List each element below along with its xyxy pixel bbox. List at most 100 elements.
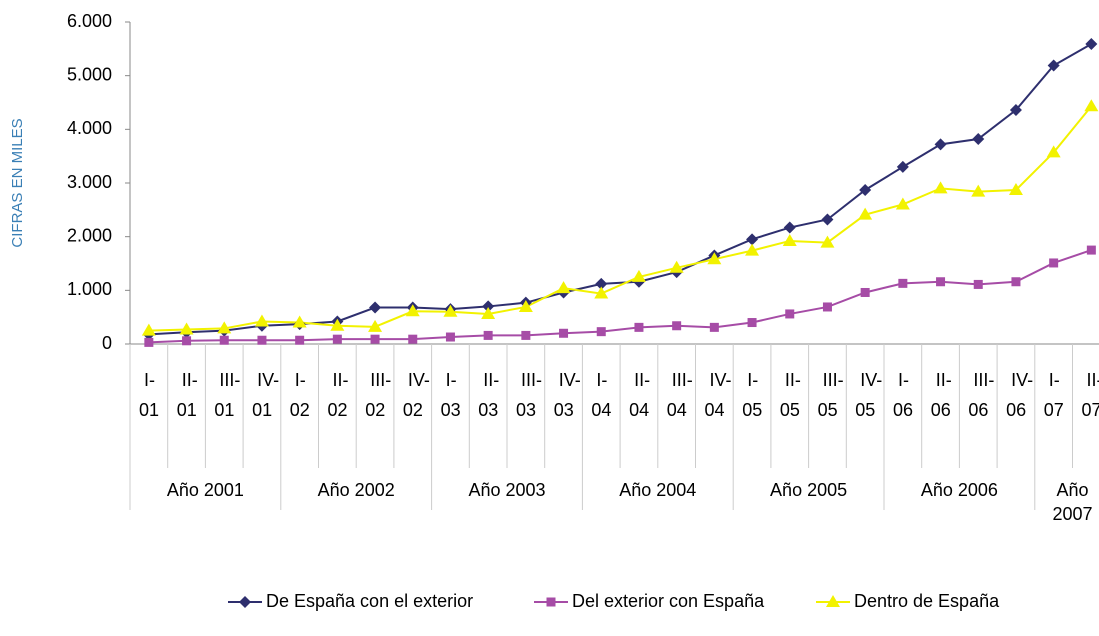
x-tick-label: 04 xyxy=(591,400,611,420)
marker xyxy=(482,300,495,313)
marker xyxy=(330,318,345,331)
x-tick-label: 04 xyxy=(667,400,687,420)
y-tick-label: 4.000 xyxy=(67,118,112,138)
x-tick-label: 05 xyxy=(818,400,838,420)
y-tick-label: 5.000 xyxy=(67,64,112,84)
marker xyxy=(443,304,458,317)
x-tick-label: 02 xyxy=(403,400,423,420)
marker xyxy=(860,287,870,297)
x-tick-label: 01 xyxy=(214,400,234,420)
marker xyxy=(292,315,307,328)
x-tick-label: 03 xyxy=(516,400,536,420)
marker xyxy=(672,321,682,331)
x-tick-label: III- xyxy=(672,370,693,390)
x-tick-label: IV- xyxy=(257,370,279,390)
marker xyxy=(631,269,646,282)
group-label: Año 2003 xyxy=(468,480,546,500)
y-axis-label: CIFRAS EN MILES xyxy=(9,118,26,247)
marker xyxy=(295,335,305,345)
x-tick-label: 05 xyxy=(780,400,800,420)
marker xyxy=(483,330,493,340)
marker xyxy=(634,322,644,332)
marker xyxy=(559,328,569,338)
marker xyxy=(1047,59,1060,72)
x-tick-label: 07 xyxy=(1044,400,1064,420)
y-tick-label: 6.000 xyxy=(67,11,112,31)
marker xyxy=(332,334,342,344)
marker xyxy=(1009,104,1022,117)
x-tick-label: 01 xyxy=(139,400,159,420)
x-tick-label: II- xyxy=(182,370,198,390)
marker xyxy=(933,181,948,194)
x-tick-label: IV- xyxy=(710,370,732,390)
group-label: Año 2006 xyxy=(920,480,998,500)
marker xyxy=(405,304,420,317)
marker xyxy=(546,597,556,607)
marker xyxy=(858,207,873,220)
x-tick-label: 06 xyxy=(893,400,913,420)
x-tick-label: III- xyxy=(823,370,844,390)
x-tick-label: IV- xyxy=(559,370,581,390)
marker xyxy=(594,286,609,299)
marker xyxy=(254,314,269,327)
x-tick-label: II- xyxy=(936,370,952,390)
marker xyxy=(707,252,722,265)
legend-label: Dentro de España xyxy=(854,591,1000,611)
x-tick-label: I- xyxy=(596,370,607,390)
marker xyxy=(783,221,796,234)
x-tick-label: I- xyxy=(144,370,155,390)
legend-label: De España con el exterior xyxy=(266,591,473,611)
series-line xyxy=(148,105,1093,332)
x-tick-label: II- xyxy=(1087,370,1099,390)
x-tick-label: IV- xyxy=(860,370,882,390)
marker xyxy=(1046,145,1061,158)
x-tick-label: 01 xyxy=(177,400,197,420)
marker xyxy=(144,337,154,347)
x-tick-label: 05 xyxy=(855,400,875,420)
x-tick-label: IV- xyxy=(408,370,430,390)
x-tick-label: III- xyxy=(521,370,542,390)
x-tick-label: 03 xyxy=(554,400,574,420)
marker xyxy=(182,336,192,346)
marker xyxy=(1008,182,1023,195)
marker xyxy=(369,301,382,314)
marker xyxy=(895,197,910,210)
x-tick-label: III- xyxy=(219,370,240,390)
marker xyxy=(521,330,531,340)
x-tick-label: 06 xyxy=(931,400,951,420)
marker xyxy=(821,213,834,226)
marker xyxy=(971,184,986,197)
marker xyxy=(595,277,608,290)
x-tick-label: 05 xyxy=(742,400,762,420)
marker xyxy=(1085,38,1098,51)
series-line xyxy=(148,249,1092,344)
marker xyxy=(141,323,156,336)
x-tick-label: 04 xyxy=(705,400,725,420)
marker xyxy=(219,335,229,345)
x-tick-label: IV- xyxy=(1011,370,1033,390)
marker xyxy=(898,278,908,288)
x-tick-label: II- xyxy=(483,370,499,390)
x-tick-label: 02 xyxy=(290,400,310,420)
x-tick-label: 01 xyxy=(252,400,272,420)
group-label: Año 2007 xyxy=(1052,480,1093,524)
marker xyxy=(973,279,983,289)
marker xyxy=(481,306,496,319)
x-tick-label: 02 xyxy=(365,400,385,420)
marker xyxy=(1086,245,1096,255)
y-tick-label: 1.000 xyxy=(67,279,112,299)
y-tick-label: 3.000 xyxy=(67,172,112,192)
x-tick-label: 06 xyxy=(968,400,988,420)
marker xyxy=(745,243,760,256)
marker xyxy=(820,235,835,248)
marker xyxy=(445,332,455,342)
marker xyxy=(368,319,383,332)
x-tick-label: II- xyxy=(785,370,801,390)
group-label: Año 2002 xyxy=(317,480,395,500)
marker xyxy=(934,138,947,151)
group-label: Año 2005 xyxy=(770,480,848,500)
x-tick-label: III- xyxy=(973,370,994,390)
marker xyxy=(782,233,797,246)
marker xyxy=(217,321,232,334)
